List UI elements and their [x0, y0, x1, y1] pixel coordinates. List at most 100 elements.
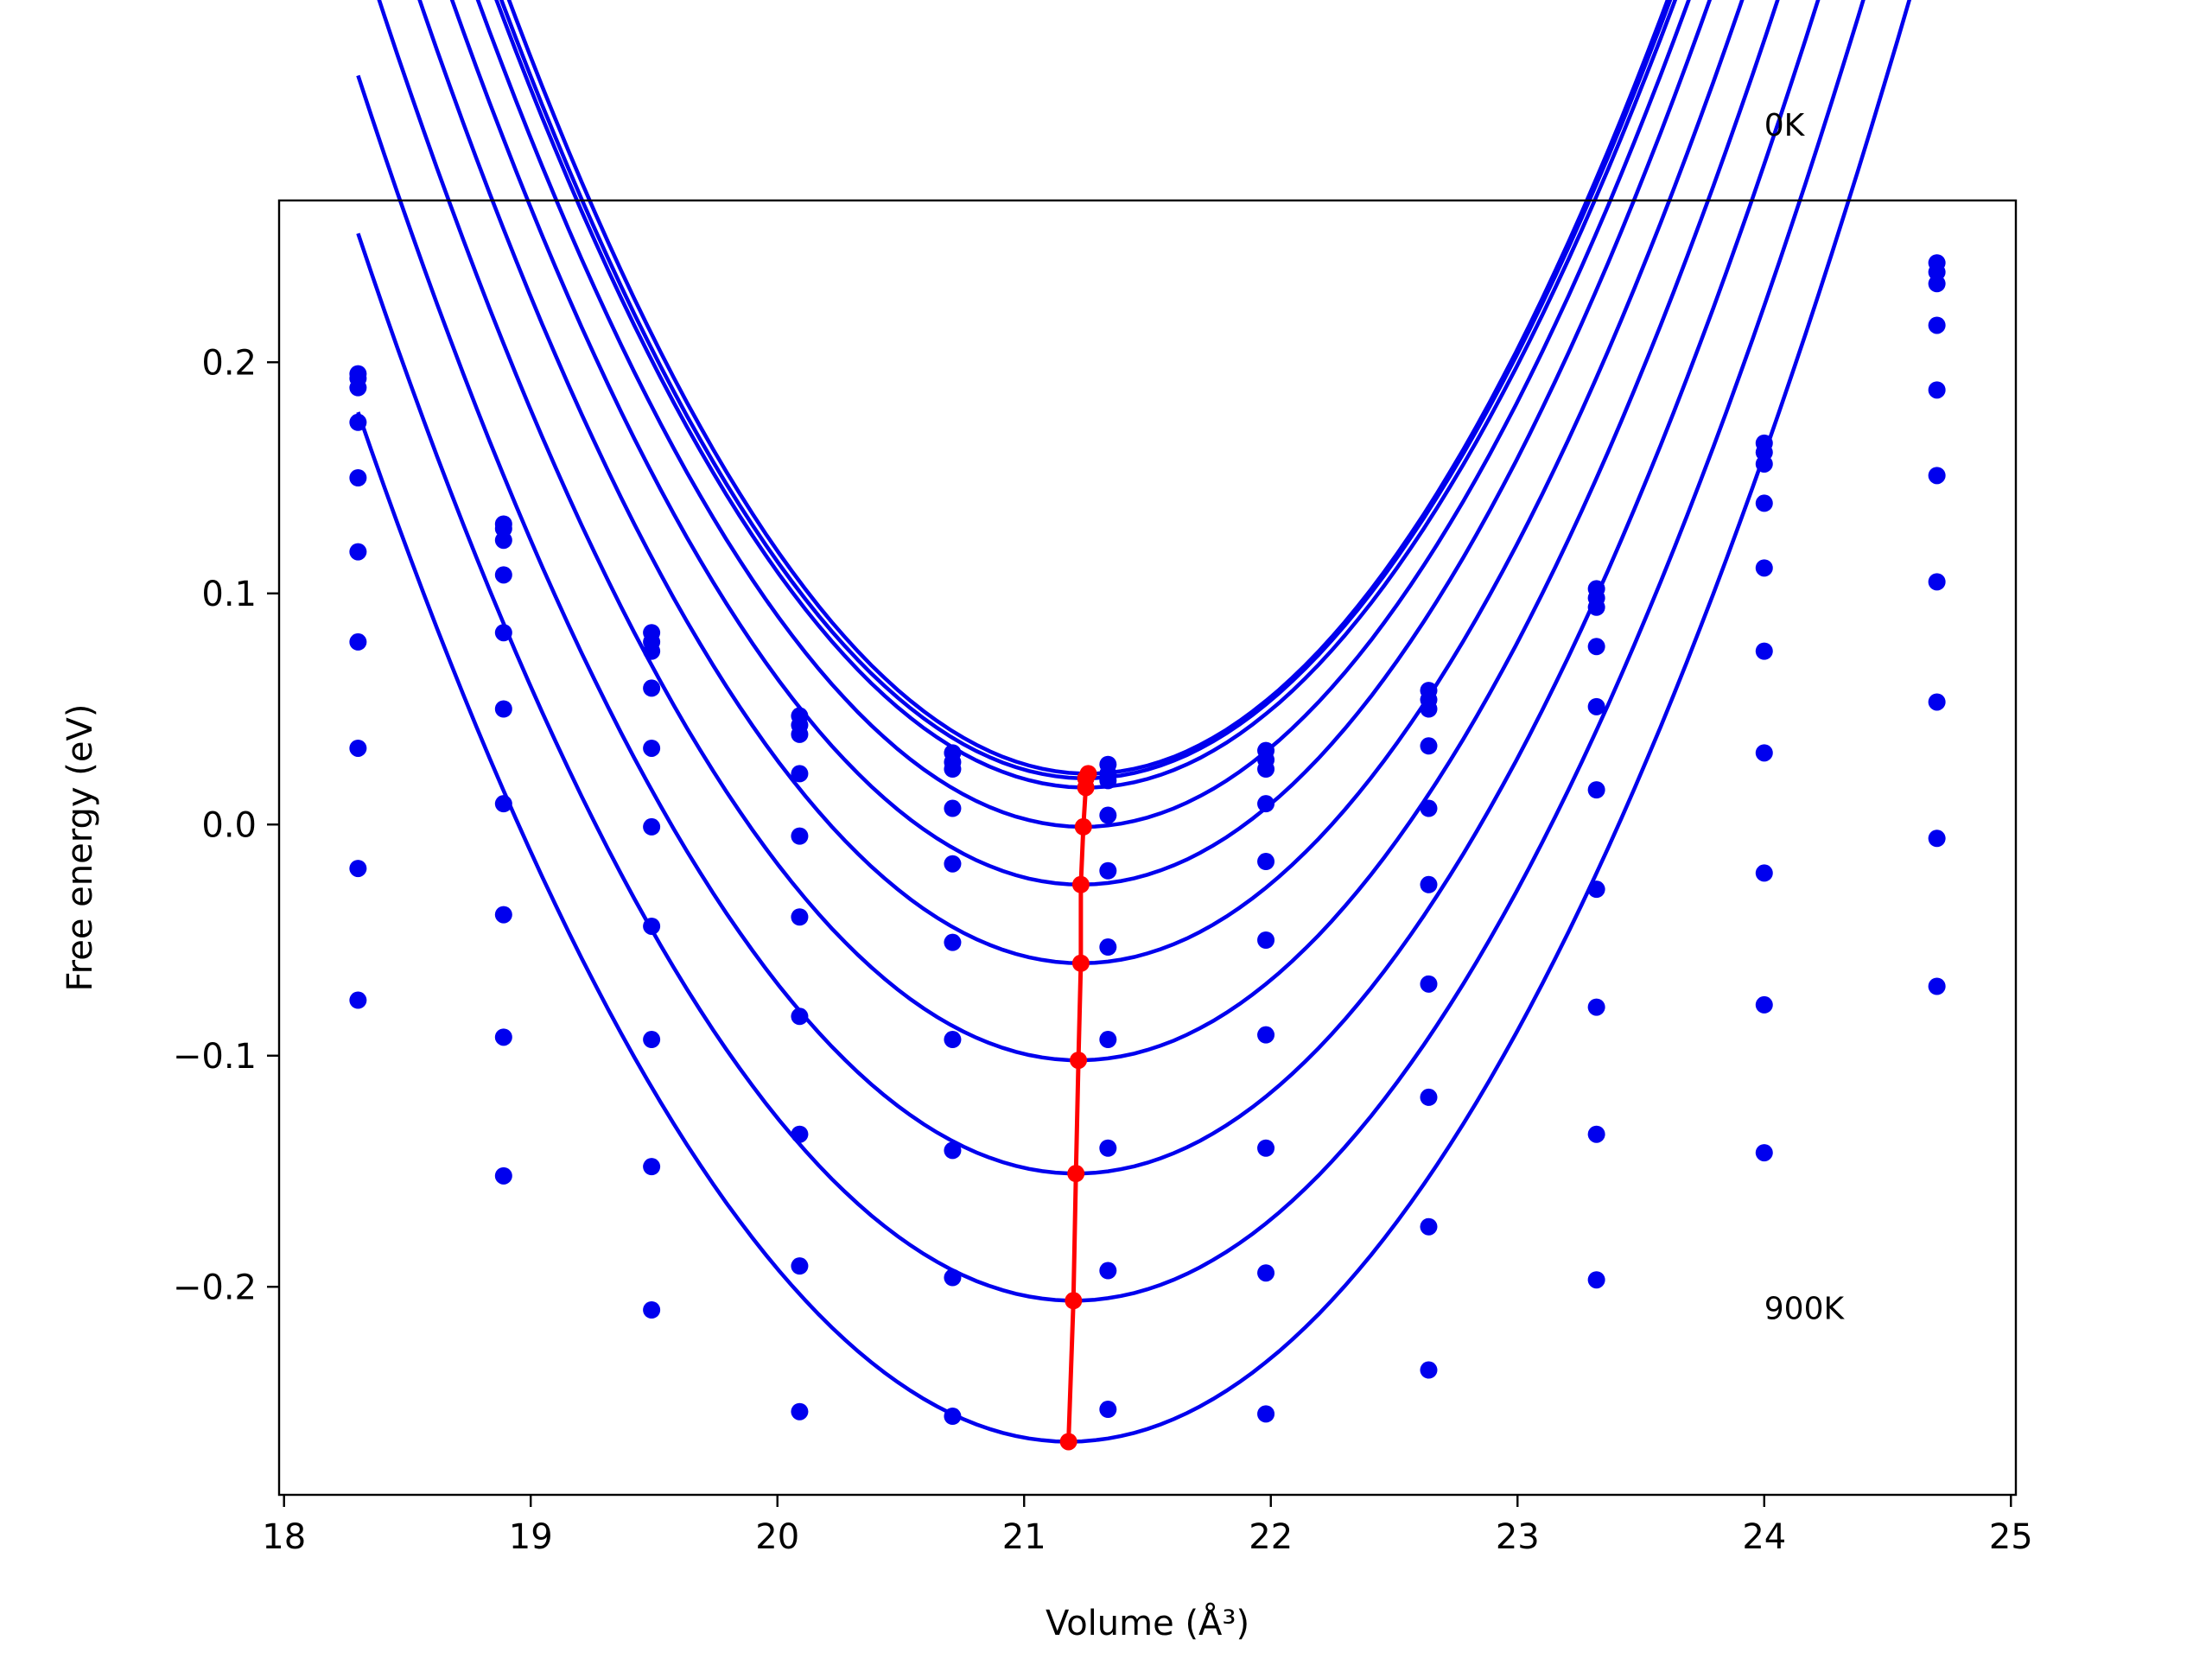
data-point — [349, 860, 367, 878]
y-tick-label: 0.2 — [201, 343, 257, 383]
data-point — [1928, 275, 1946, 293]
data-point — [1099, 938, 1117, 957]
data-point — [349, 632, 367, 651]
data-point — [494, 624, 512, 642]
data-point — [1928, 467, 1946, 485]
data-point — [1587, 598, 1605, 616]
data-point — [494, 566, 512, 584]
data-point — [1755, 995, 1773, 1014]
data-point — [791, 1007, 809, 1026]
data-point — [1257, 795, 1275, 813]
fit-curve-1 — [499, 0, 1673, 780]
data-point — [1257, 1139, 1275, 1157]
data-point — [1257, 853, 1275, 871]
data-point — [1587, 998, 1605, 1016]
data-point — [1257, 1026, 1275, 1044]
data-point — [349, 991, 367, 1009]
fit-curve-2 — [494, 0, 1678, 790]
data-point — [1587, 1271, 1605, 1289]
data-point — [1099, 1031, 1117, 1049]
fit-curve-9 — [356, 0, 1912, 1444]
fit-curve-4 — [449, 0, 1713, 887]
data-point — [1420, 799, 1438, 817]
data-point — [1587, 638, 1605, 656]
data-point — [1928, 381, 1946, 399]
data-point — [944, 855, 962, 873]
minimum-point — [1071, 875, 1090, 893]
data-point — [944, 1141, 962, 1160]
plot-frame — [277, 199, 2018, 1497]
data-point — [791, 908, 809, 926]
x-axis-ticks: 18 19 20 21 22 23 24 25 — [262, 1495, 2033, 1557]
temperature-annotation: 900K — [1764, 1292, 1846, 1327]
data-point — [791, 1402, 809, 1421]
data-point — [1099, 772, 1117, 790]
data-point — [349, 543, 367, 561]
data-point — [1420, 737, 1438, 755]
data-point — [1755, 642, 1773, 660]
data-point — [1928, 316, 1946, 334]
minima-trend — [1059, 765, 1097, 1451]
data-point — [349, 378, 367, 397]
x-tick-label: 25 — [1989, 1517, 2033, 1557]
fit-curves — [356, 0, 1912, 1444]
minimum-point — [1070, 1052, 1088, 1070]
data-point — [1099, 861, 1117, 880]
data-point — [944, 1268, 962, 1287]
fit-curve-5 — [417, 0, 1745, 965]
data-point — [349, 469, 367, 486]
minimum-point — [1065, 1292, 1083, 1310]
data-point — [643, 1031, 661, 1049]
data-point — [494, 531, 512, 550]
data-point — [494, 1166, 512, 1185]
data-point — [349, 739, 367, 757]
data-point — [1928, 573, 1946, 591]
minima-line — [1066, 772, 1090, 1442]
data-point — [791, 827, 809, 845]
minimum-point — [1067, 1165, 1085, 1183]
fit-curve-3 — [475, 0, 1691, 830]
fit-curve-6 — [377, 0, 1780, 1063]
data-point — [643, 1158, 661, 1176]
x-tick-label: 19 — [509, 1517, 553, 1557]
data-point — [1257, 1405, 1275, 1423]
x-tick-label: 24 — [1742, 1517, 1786, 1557]
data-point — [1755, 744, 1773, 762]
data-point — [1099, 806, 1117, 824]
data-point — [1928, 830, 1946, 848]
x-axis-label: Volume (Å³) — [1046, 1602, 1249, 1643]
data-point — [1099, 1139, 1117, 1157]
data-point — [1587, 781, 1605, 799]
x-tick-label: 22 — [1249, 1517, 1293, 1557]
data-point — [494, 906, 512, 924]
y-tick-label: 0.1 — [201, 575, 257, 614]
data-point — [643, 642, 661, 660]
data-point — [643, 817, 661, 836]
minimum-point — [1077, 779, 1095, 797]
data-point — [1755, 864, 1773, 882]
data-point — [1420, 700, 1438, 718]
data-point — [643, 917, 661, 935]
x-tick-label: 21 — [1002, 1517, 1046, 1557]
x-tick-label: 20 — [755, 1517, 799, 1557]
data-point — [791, 765, 809, 783]
temperature-annotation: 0K — [1764, 108, 1806, 143]
data-point — [1257, 931, 1275, 949]
data-point — [643, 679, 661, 697]
data-point — [1420, 975, 1438, 993]
data-point — [791, 1125, 809, 1143]
data-point — [349, 413, 367, 431]
data-point — [494, 1028, 512, 1046]
minimum-point — [1059, 1433, 1077, 1451]
data-point — [944, 933, 962, 951]
data-point — [944, 1031, 962, 1049]
fit-curve-0 — [506, 0, 1670, 776]
data-point — [1928, 977, 1946, 995]
data-point — [494, 795, 512, 813]
data-point — [944, 760, 962, 779]
data-point — [1755, 494, 1773, 512]
data-point — [944, 1408, 962, 1426]
data-point — [1420, 1088, 1438, 1106]
minimum-point — [1074, 817, 1092, 836]
